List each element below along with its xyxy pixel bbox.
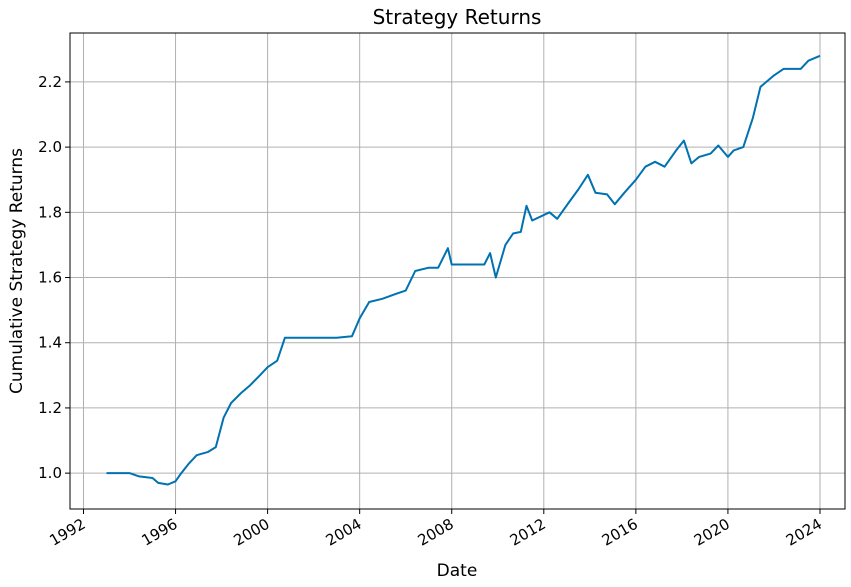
x-tick-label: 2008 <box>415 515 457 550</box>
chart-title: Strategy Returns <box>373 5 542 29</box>
y-tick-label: 1.0 <box>38 464 62 482</box>
plot-frame <box>69 32 846 510</box>
y-tick-label: 1.8 <box>38 203 62 221</box>
series-layer <box>106 54 821 486</box>
y-tick-label: 1.4 <box>38 334 62 352</box>
y-tick-label: 1.2 <box>38 399 62 417</box>
y-axis: 1.0 1.2 1.4 1.6 1.8 2.0 2.2 <box>38 73 70 482</box>
y-tick-label: 2.0 <box>38 138 62 156</box>
y-tick-label: 2.2 <box>38 73 62 91</box>
x-tick-label: 2012 <box>507 515 549 550</box>
x-tick-label: 1996 <box>138 515 180 550</box>
x-tick-label: 2016 <box>599 515 641 550</box>
grid <box>70 33 845 509</box>
y-tick-label: 1.6 <box>38 269 62 287</box>
x-axis: 1992 1996 2000 2004 2008 2012 2016 2020 2024 <box>46 509 825 550</box>
x-tick-label: 2020 <box>691 515 733 550</box>
y-axis-label: Cumulative Strategy Returns <box>7 148 27 394</box>
x-tick-label: 2004 <box>323 515 365 550</box>
series-line <box>106 54 821 486</box>
x-axis-label: Date <box>437 561 478 581</box>
x-tick-label: 1992 <box>46 515 88 550</box>
x-tick-label: 2000 <box>231 515 273 550</box>
x-tick-label: 2024 <box>783 515 825 550</box>
